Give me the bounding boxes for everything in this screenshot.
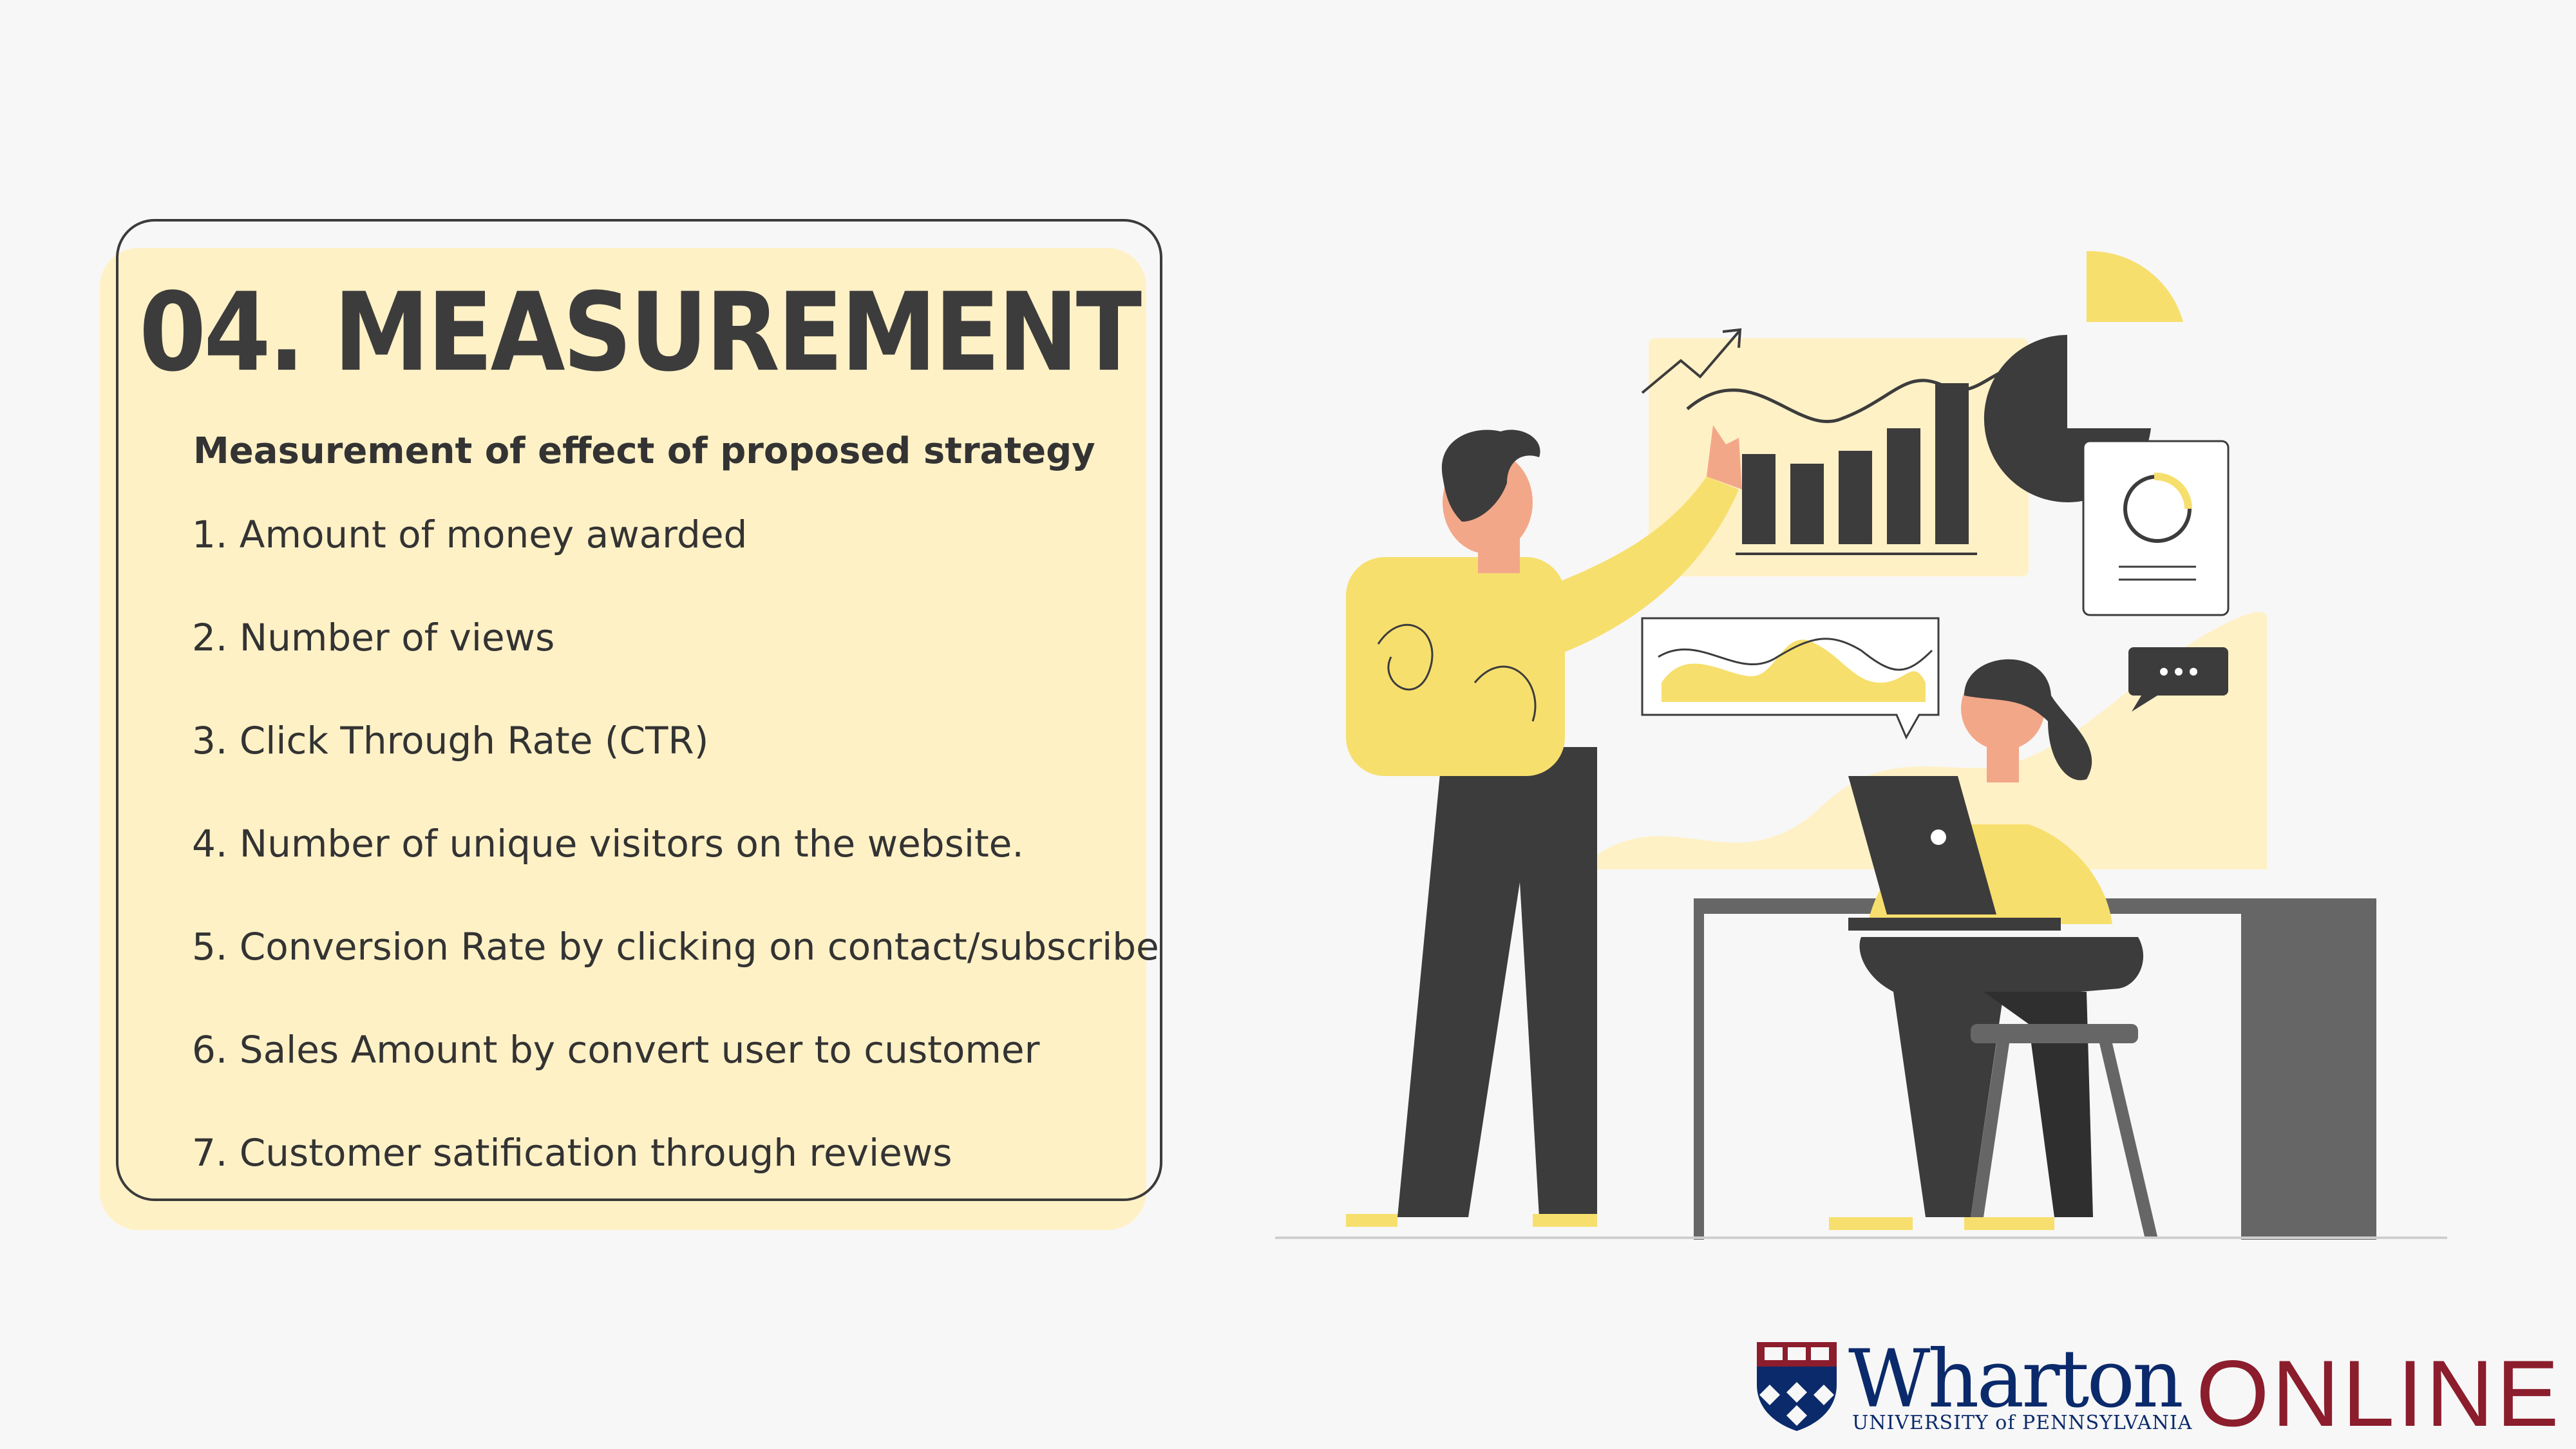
list-item: 2. Number of views bbox=[192, 616, 555, 659]
list-item: 3. Click Through Rate (CTR) bbox=[192, 719, 709, 762]
analytics-illustration bbox=[1275, 251, 2447, 1240]
list-item: 5. Conversion Rate by clicking on contac… bbox=[192, 925, 1159, 969]
online-wordmark: ONLINE bbox=[2196, 1341, 2562, 1446]
content-card-border bbox=[116, 219, 1162, 1201]
penn-shield-icon bbox=[1757, 1342, 1837, 1431]
wharton-subline: UNIVERSITY of PENNSYLVANIA bbox=[1852, 1412, 2193, 1434]
list-item: 6. Sales Amount by convert user to custo… bbox=[192, 1028, 1040, 1072]
wharton-wordmark: Wharton bbox=[1848, 1333, 2184, 1426]
wharton-online-logo: Wharton UNIVERSITY of PENNSYLVANIA ONLIN… bbox=[1752, 1333, 2563, 1446]
content-card-background bbox=[100, 248, 1146, 1230]
measurement-list: 1. Amount of money awarded 2. Number of … bbox=[192, 509, 1159, 1230]
slide-subtitle: Measurement of effect of proposed strate… bbox=[193, 430, 1095, 472]
slide-title: 04. MEASUREMENT bbox=[138, 270, 1142, 396]
list-item: 1. Amount of money awarded bbox=[192, 513, 748, 556]
list-item: 4. Number of unique visitors on the webs… bbox=[192, 822, 1024, 866]
list-item: 7. Customer satification through reviews bbox=[192, 1131, 952, 1175]
